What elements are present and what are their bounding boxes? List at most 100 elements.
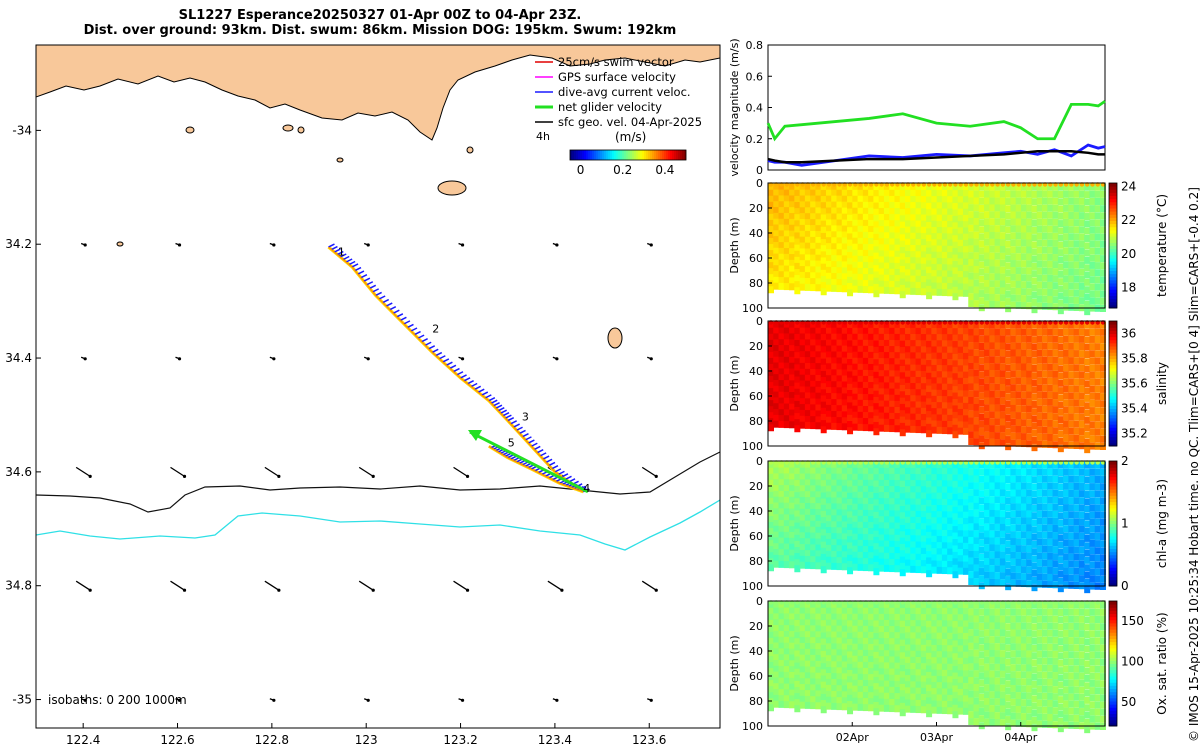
section-data-cell: [973, 642, 980, 650]
section-data-cell: [883, 238, 890, 246]
section-data-cell: [1073, 399, 1080, 407]
section-data-cell: [926, 697, 933, 705]
section-data-cell: [768, 418, 774, 426]
section-colorbar-tick-label: 20: [1121, 247, 1136, 261]
section-data-cell: [978, 658, 985, 666]
section-data-cell: [768, 601, 774, 609]
colorbar-segment: [662, 150, 665, 160]
section-data-cell: [968, 204, 975, 212]
section-data-cell: [899, 372, 906, 380]
section-data-cell: [1036, 566, 1043, 574]
section-data-cell: [1068, 357, 1075, 365]
section-data-cell: [1026, 398, 1033, 406]
section-data-cell: [1052, 204, 1059, 212]
section-data-cell: [1031, 284, 1038, 292]
section-data-cell: [947, 276, 954, 284]
section-data-cell: [994, 432, 1001, 440]
section-colorbar-segment: [1109, 352, 1117, 356]
section-data-cell: [820, 189, 827, 197]
section-data-cell: [931, 214, 938, 222]
section-data-cell: [1036, 559, 1043, 567]
section-data-cell: [899, 639, 906, 647]
section-data-cell: [810, 473, 817, 481]
section-data-cell: [994, 530, 1001, 538]
section-data-cell: [984, 698, 991, 706]
section-data-cell: [978, 275, 985, 283]
section-data-cell: [799, 642, 806, 650]
section-colorbar-segment: [1109, 402, 1117, 406]
section-data-cell: [773, 554, 780, 562]
section-data-cell: [778, 607, 785, 615]
section-data-cell: [962, 524, 969, 532]
section-data-cell: [968, 403, 975, 411]
geo-velocity-arrowhead: [366, 243, 370, 247]
section-data-cell: [799, 368, 806, 376]
section-data-cell: [973, 564, 980, 572]
section-data-cell: [894, 425, 901, 433]
section-data-cell: [820, 480, 827, 488]
section-data-cell: [957, 688, 964, 696]
colorbar-segment: [658, 150, 661, 160]
section-data-cell: [910, 529, 917, 537]
section-colorbar-segment: [1109, 511, 1117, 515]
section-data-cell: [920, 383, 927, 391]
section-data-cell: [1078, 413, 1085, 421]
section-data-cell: [778, 648, 785, 656]
section-data-cell: [936, 542, 943, 550]
section-data-cell: [1026, 461, 1033, 469]
section-data-cell: [894, 364, 901, 372]
section-data-cell: [1042, 559, 1049, 567]
section-data-cell: [947, 258, 954, 266]
section-data-cell: [1063, 268, 1070, 276]
section-data-cell: [1026, 419, 1033, 427]
section-data-cell: [768, 339, 774, 347]
section-data-cell: [1073, 378, 1080, 386]
section-data-cell: [1068, 461, 1075, 469]
section-data-cell: [810, 479, 817, 487]
section-colorbar-segment: [1109, 442, 1117, 447]
section-data-cell: [947, 626, 954, 634]
section-data-cell: [1094, 378, 1101, 386]
section-y-tick-label: 40: [749, 227, 763, 240]
section-data-cell: [799, 230, 806, 238]
section-data-cell: [952, 293, 959, 301]
section-data-cell: [778, 247, 785, 255]
section-data-cell: [1031, 277, 1038, 285]
chlorophyll-section-frame: [767, 460, 1106, 587]
section-data-cell: [873, 271, 880, 279]
section-data-cell: [984, 424, 991, 432]
section-data-cell: [1010, 558, 1017, 566]
section-data-cell: [878, 686, 885, 694]
section-data-cell: [899, 221, 906, 229]
section-data-cell: [783, 189, 790, 197]
section-data-cell: [957, 334, 964, 342]
section-data-cell: [789, 485, 796, 493]
section-data-cell: [873, 549, 880, 557]
section-data-cell: [831, 461, 838, 469]
section-data-cell: [926, 215, 933, 223]
section-data-cell: [862, 195, 869, 203]
section-data-cell: [910, 693, 917, 701]
section-data-cell: [883, 370, 890, 378]
section-data-cell: [825, 503, 832, 511]
section-data-cell: [1005, 490, 1012, 498]
section-data-cell: [1010, 384, 1017, 392]
section-data-cell: [820, 196, 827, 204]
section-data-cell: [815, 514, 822, 522]
section-data-cell: [857, 357, 864, 365]
section-data-cell: [815, 207, 822, 215]
section-data-cell: [920, 196, 927, 204]
section-data-cell: [857, 485, 864, 493]
section-data-cell: [783, 496, 790, 504]
section-data-cell: [947, 461, 954, 469]
section-data-cell: [820, 706, 827, 714]
section-data-cell: [910, 638, 917, 646]
section-data-cell: [894, 486, 901, 494]
section-data-cell: [868, 286, 875, 294]
section-data-cell: [1036, 246, 1043, 254]
section-data-cell: [820, 340, 827, 348]
section-data-cell: [836, 417, 843, 425]
section-data-cell: [1042, 356, 1049, 364]
velocity-frame: [767, 44, 1106, 171]
section-data-cell: [915, 663, 922, 671]
